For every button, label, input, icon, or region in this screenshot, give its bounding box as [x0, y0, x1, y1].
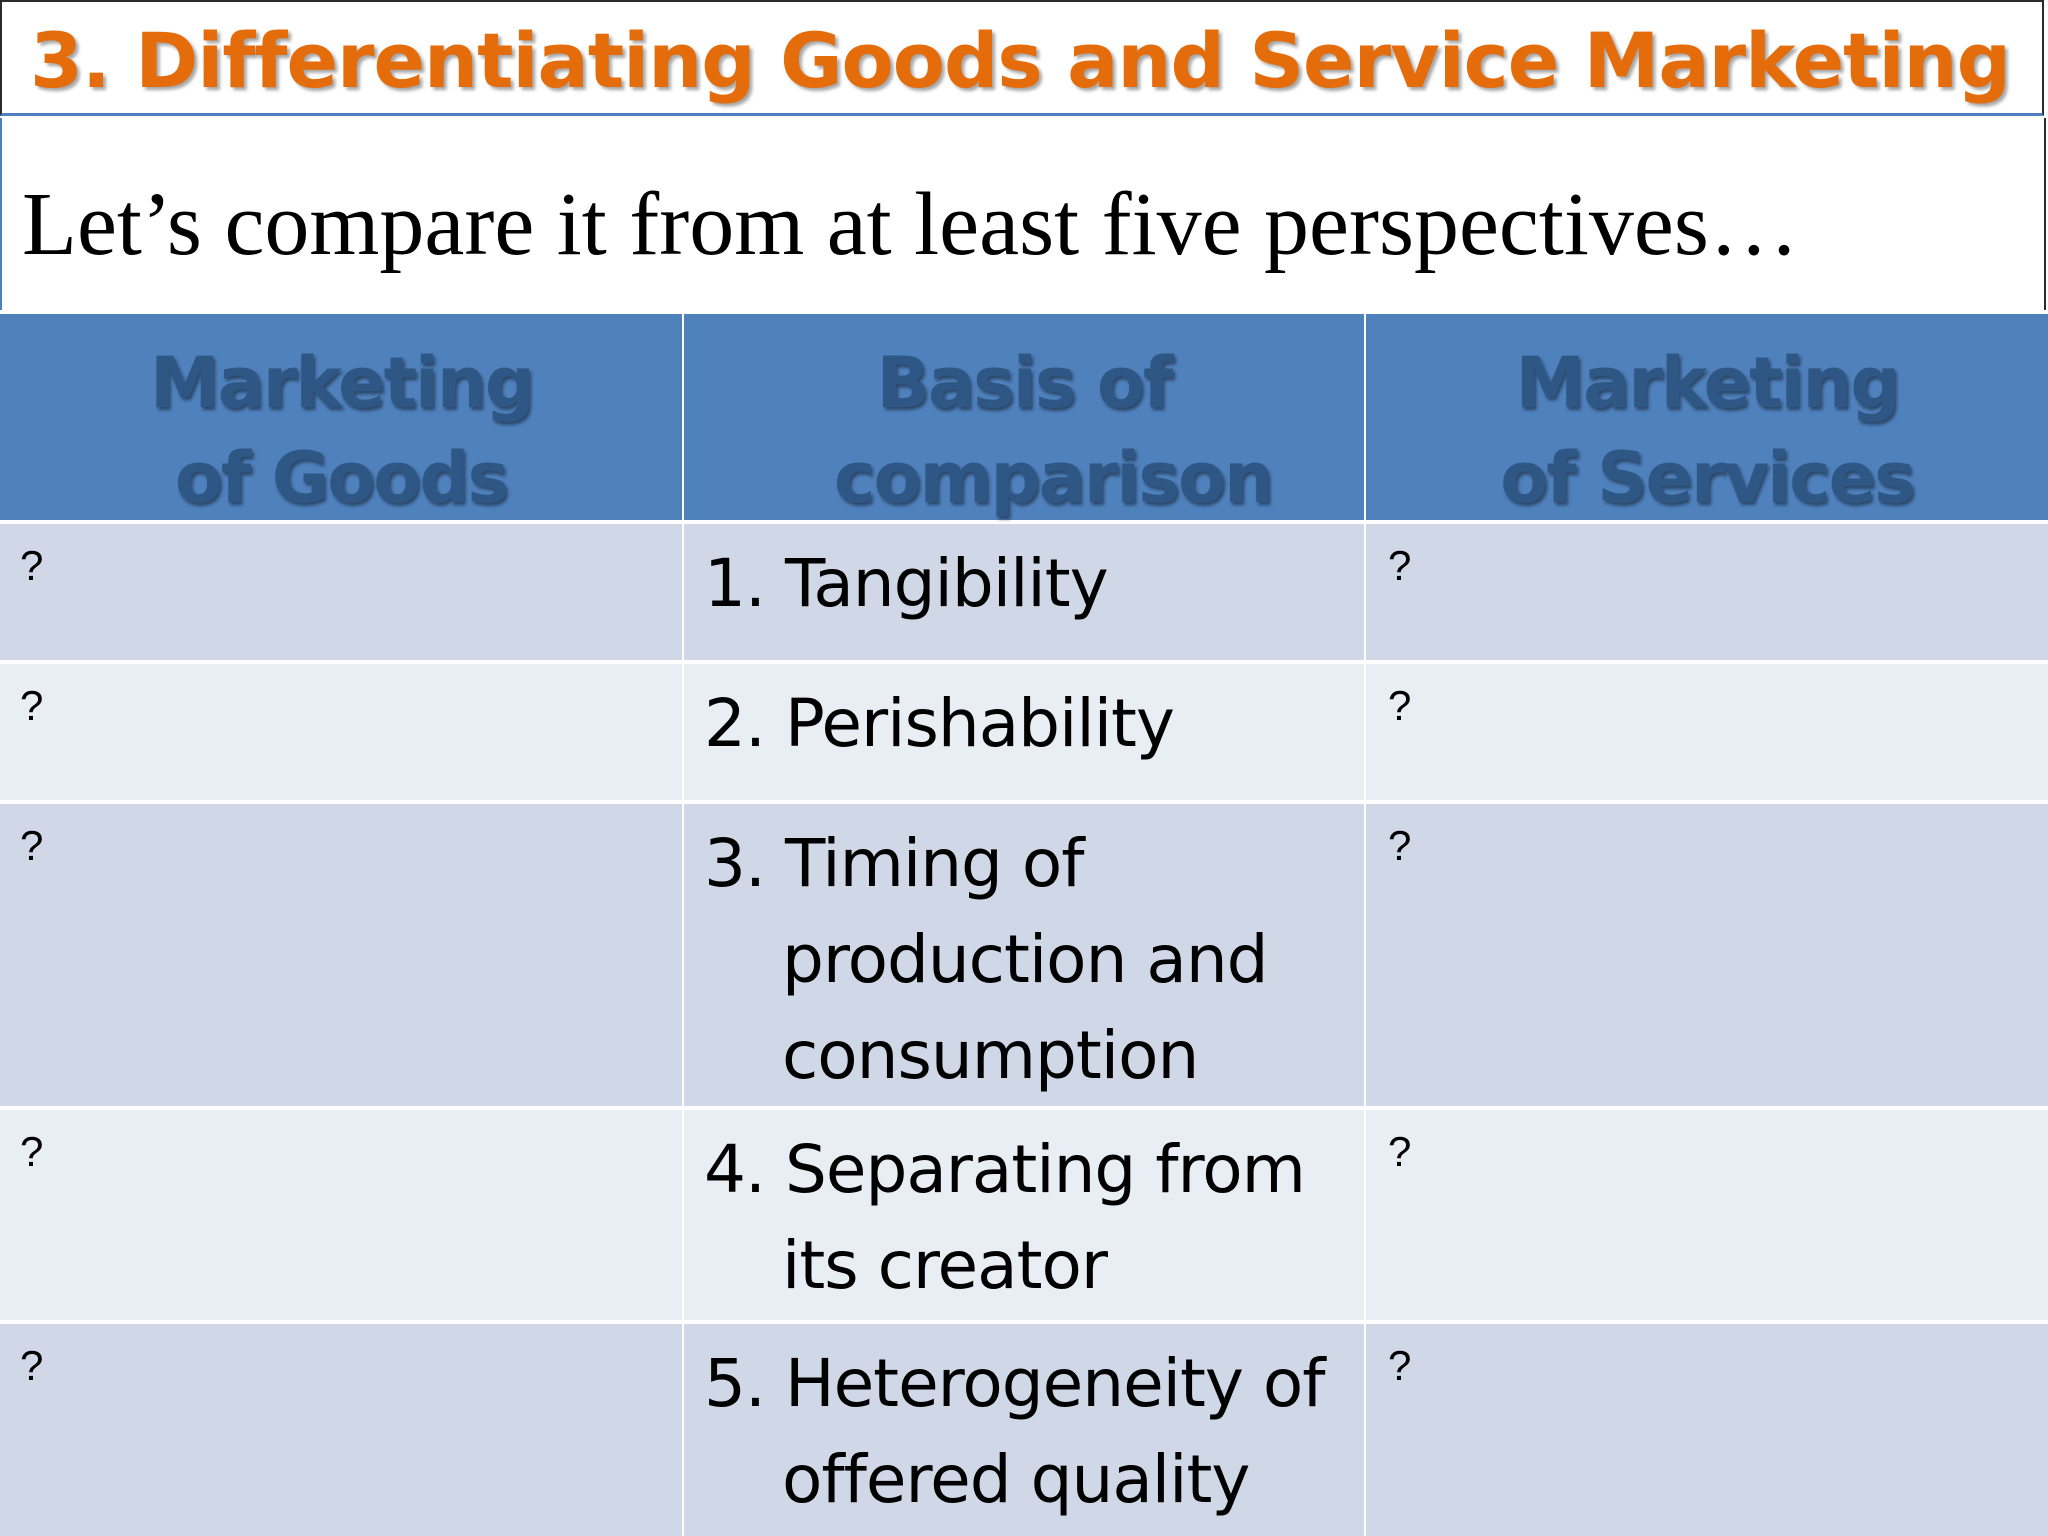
basis-cell: 1. Tangibility [684, 524, 1364, 660]
slide-subtitle: Let’s compare it from at least five pers… [22, 175, 1799, 274]
basis-cell: 2. Perishability [684, 664, 1364, 800]
basis-label: 3. Timing of production and consumption [704, 825, 1269, 1094]
subtitle-area: Let’s compare it from at least five pers… [0, 118, 2046, 310]
header-marketing-of-goods: Marketing of Goods [150, 342, 535, 519]
goods-value: ? [20, 682, 44, 729]
goods-value: ? [20, 822, 44, 869]
basis-cell: 5. Heterogeneity of offered quality [684, 1324, 1364, 1536]
services-cell: ? [1366, 664, 2048, 800]
basis-label: 2. Perishability [704, 685, 1175, 762]
services-cell: ? [1366, 524, 2048, 660]
comparison-table: Marketing of Goods Basis of comparison M… [0, 310, 2048, 1536]
goods-cell: ? [0, 1110, 682, 1320]
basis-cell: 4. Separating from its creator [684, 1110, 1364, 1320]
services-cell: ? [1366, 804, 2048, 1106]
table-row: ? 5. Heterogeneity of offered quality ? [0, 1324, 2048, 1536]
goods-cell: ? [0, 524, 682, 660]
title-bar: 3. Differentiating Goods and Service Mar… [0, 0, 2044, 116]
services-value: ? [1388, 542, 1412, 589]
header-basis-of-comparison: Basis of comparison [834, 342, 1274, 519]
goods-value: ? [20, 1342, 44, 1389]
basis-label: 1. Tangibility [704, 545, 1109, 622]
services-value: ? [1388, 1128, 1412, 1175]
slide-title: 3. Differentiating Goods and Service Mar… [30, 16, 2011, 105]
goods-cell: ? [0, 664, 682, 800]
header-cell-goods: Marketing of Goods [0, 314, 682, 520]
table-row: ? 4. Separating from its creator ? [0, 1110, 2048, 1320]
table-header-row: Marketing of Goods Basis of comparison M… [0, 314, 2048, 520]
services-value: ? [1388, 1342, 1412, 1389]
header-cell-services: Marketing of Services [1366, 314, 2048, 520]
services-value: ? [1388, 682, 1412, 729]
services-cell: ? [1366, 1110, 2048, 1320]
goods-cell: ? [0, 1324, 682, 1536]
header-marketing-of-services: Marketing of Services [1500, 342, 1916, 519]
table-row: ? 3. Timing of production and consumptio… [0, 804, 2048, 1106]
table-row: ? 1. Tangibility ? [0, 524, 2048, 660]
services-cell: ? [1366, 1324, 2048, 1536]
header-cell-basis: Basis of comparison [684, 314, 1364, 520]
goods-cell: ? [0, 804, 682, 1106]
services-value: ? [1388, 822, 1412, 869]
basis-cell: 3. Timing of production and consumption [684, 804, 1364, 1106]
basis-label: 4. Separating from its creator [704, 1131, 1306, 1304]
goods-value: ? [20, 1128, 44, 1175]
basis-label: 5. Heterogeneity of offered quality [704, 1345, 1326, 1518]
table-row: ? 2. Perishability ? [0, 664, 2048, 800]
goods-value: ? [20, 542, 44, 589]
